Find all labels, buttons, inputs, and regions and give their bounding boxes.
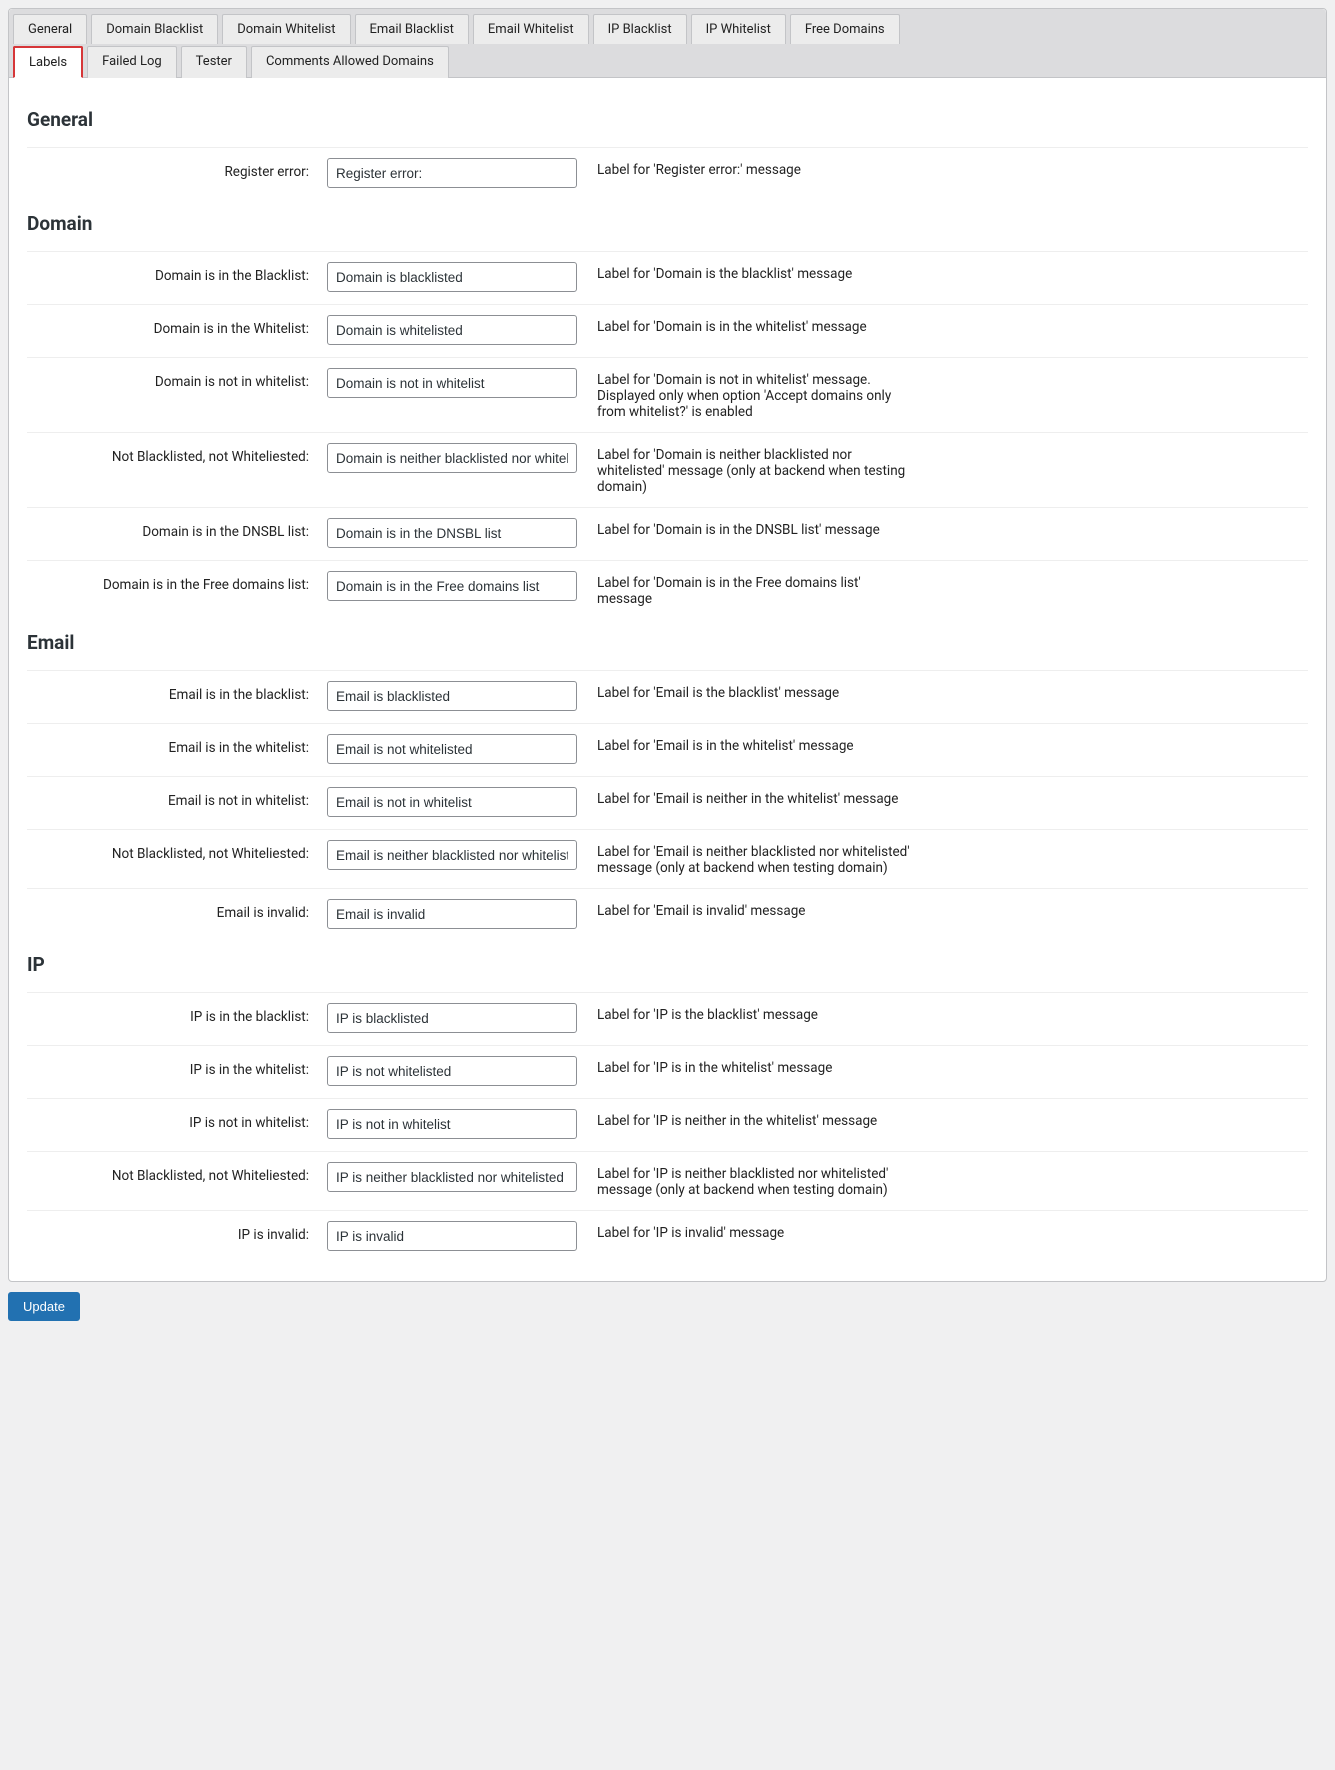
settings-panel: GeneralDomain BlacklistDomain WhitelistE… xyxy=(8,8,1327,1282)
field-label: Domain is in the Free domains list: xyxy=(27,571,327,593)
field-input[interactable] xyxy=(327,734,577,764)
tab-content-labels: General Register error: Label for 'Registe… xyxy=(9,78,1326,1281)
field-description: Label for 'Email is neither blacklisted … xyxy=(597,840,927,876)
field-description: Label for 'Domain is the blacklist' mess… xyxy=(597,262,927,282)
field-input[interactable] xyxy=(327,315,577,345)
field-label: Email is invalid: xyxy=(27,899,327,921)
field-input[interactable] xyxy=(327,443,577,473)
tab-strip: GeneralDomain BlacklistDomain WhitelistE… xyxy=(9,9,1326,78)
field-row: Email is not in whitelist: Label for 'Ema… xyxy=(27,776,1308,829)
field-label: Domain is in the Whitelist: xyxy=(27,315,327,337)
field-label: Email is in the blacklist: xyxy=(27,681,327,703)
field-description: Label for 'Domain is not in whitelist' m… xyxy=(597,368,927,420)
field-row: IP is not in whitelist: Label for 'IP is … xyxy=(27,1098,1308,1151)
tab-ip-blacklist[interactable]: IP Blacklist xyxy=(593,14,687,44)
section-heading-general: General xyxy=(27,108,1308,131)
field-description: Label for 'Email is in the whitelist' me… xyxy=(597,734,927,754)
field-input[interactable] xyxy=(327,262,577,292)
field-description: Label for 'Domain is in the whitelist' m… xyxy=(597,315,927,335)
field-input[interactable] xyxy=(327,1056,577,1086)
field-description: Label for 'IP is in the whitelist' messa… xyxy=(597,1056,927,1076)
field-input[interactable] xyxy=(327,1221,577,1251)
field-row: Domain is in the Blacklist: Label for 'Do… xyxy=(27,251,1308,304)
field-row: Not Blacklisted, not Whiteliested: Label … xyxy=(27,829,1308,888)
field-input[interactable] xyxy=(327,518,577,548)
field-row: IP is in the whitelist: Label for 'IP is … xyxy=(27,1045,1308,1098)
tab-email-whitelist[interactable]: Email Whitelist xyxy=(473,14,589,44)
field-description: Label for 'IP is the blacklist' message xyxy=(597,1003,927,1023)
section-heading-email: Email xyxy=(27,631,1308,654)
field-description: Label for 'Email is invalid' message xyxy=(597,899,927,919)
field-label: IP is not in whitelist: xyxy=(27,1109,327,1131)
tab-general[interactable]: General xyxy=(13,14,87,44)
field-label: Register error: xyxy=(27,158,327,180)
section-heading-ip: IP xyxy=(27,953,1308,976)
field-label: Not Blacklisted, not Whiteliested: xyxy=(27,443,327,465)
field-description: Label for 'IP is invalid' message xyxy=(597,1221,927,1241)
field-description: Label for 'Register error:' message xyxy=(597,158,927,178)
field-label: Not Blacklisted, not Whiteliested: xyxy=(27,1162,327,1184)
field-input[interactable] xyxy=(327,571,577,601)
field-input[interactable] xyxy=(327,1109,577,1139)
field-row: IP is invalid: Label for 'IP is invalid' … xyxy=(27,1210,1308,1263)
tab-free-domains[interactable]: Free Domains xyxy=(790,14,900,44)
field-description: Label for 'Domain is in the Free domains… xyxy=(597,571,927,607)
field-row: Email is in the blacklist: Label for 'Ema… xyxy=(27,670,1308,723)
field-row: Not Blacklisted, not Whiteliested: Label … xyxy=(27,1151,1308,1210)
field-description: Label for 'Domain is neither blacklisted… xyxy=(597,443,927,495)
tab-email-blacklist[interactable]: Email Blacklist xyxy=(355,14,469,44)
field-row: Domain is not in whitelist: Label for 'Do… xyxy=(27,357,1308,432)
field-description: Label for 'Domain is in the DNSBL list' … xyxy=(597,518,927,538)
field-row: Email is in the whitelist: Label for 'Ema… xyxy=(27,723,1308,776)
field-label: Domain is in the Blacklist: xyxy=(27,262,327,284)
tab-tester[interactable]: Tester xyxy=(181,46,247,78)
update-button[interactable]: Update xyxy=(8,1292,80,1321)
field-input[interactable] xyxy=(327,158,577,188)
field-label: Not Blacklisted, not Whiteliested: xyxy=(27,840,327,862)
field-input[interactable] xyxy=(327,840,577,870)
tab-domain-whitelist[interactable]: Domain Whitelist xyxy=(222,14,350,44)
field-label: IP is in the whitelist: xyxy=(27,1056,327,1078)
field-row: Email is invalid: Label for 'Email is inv… xyxy=(27,888,1308,941)
tab-ip-whitelist[interactable]: IP Whitelist xyxy=(691,14,786,44)
field-row: Domain is in the DNSBL list: Label for 'D… xyxy=(27,507,1308,560)
section-heading-domain: Domain xyxy=(27,212,1308,235)
field-input[interactable] xyxy=(327,368,577,398)
field-label: Email is in the whitelist: xyxy=(27,734,327,756)
field-input[interactable] xyxy=(327,787,577,817)
field-row: IP is in the blacklist: Label for 'IP is … xyxy=(27,992,1308,1045)
field-label: Email is not in whitelist: xyxy=(27,787,327,809)
field-row: Register error: Label for 'Register error… xyxy=(27,147,1308,200)
field-description: Label for 'IP is neither blacklisted nor… xyxy=(597,1162,927,1198)
field-description: Label for 'IP is neither in the whitelis… xyxy=(597,1109,927,1129)
tab-failed-log[interactable]: Failed Log xyxy=(87,46,177,78)
field-input[interactable] xyxy=(327,1162,577,1192)
field-row: Not Blacklisted, not Whiteliested: Label … xyxy=(27,432,1308,507)
field-label: IP is in the blacklist: xyxy=(27,1003,327,1025)
tab-comments-allowed-domains[interactable]: Comments Allowed Domains xyxy=(251,46,449,78)
tab-labels[interactable]: Labels xyxy=(13,46,83,78)
field-label: Domain is in the DNSBL list: xyxy=(27,518,327,540)
field-input[interactable] xyxy=(327,681,577,711)
field-description: Label for 'Email is neither in the white… xyxy=(597,787,927,807)
field-label: IP is invalid: xyxy=(27,1221,327,1243)
field-input[interactable] xyxy=(327,1003,577,1033)
tab-domain-blacklist[interactable]: Domain Blacklist xyxy=(91,14,218,44)
field-input[interactable] xyxy=(327,899,577,929)
field-label: Domain is not in whitelist: xyxy=(27,368,327,390)
field-description: Label for 'Email is the blacklist' messa… xyxy=(597,681,927,701)
field-row: Domain is in the Free domains list: Label… xyxy=(27,560,1308,619)
field-row: Domain is in the Whitelist: Label for 'Do… xyxy=(27,304,1308,357)
